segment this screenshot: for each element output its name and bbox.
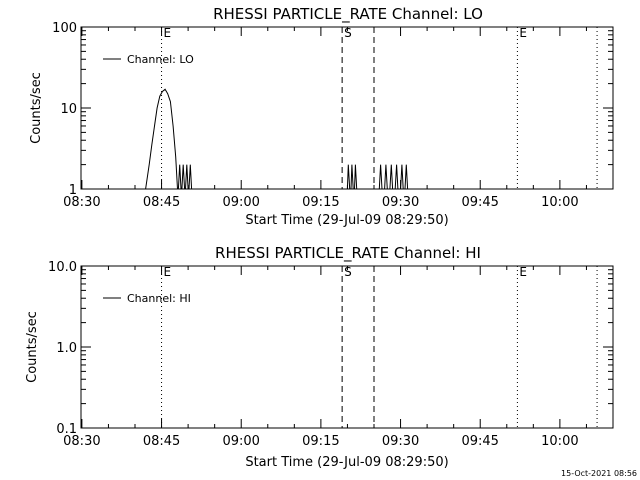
- x-tick-label: 08:30: [63, 195, 100, 210]
- x-tick-label: 09:00: [222, 195, 259, 210]
- x-tick-label: 09:15: [302, 195, 339, 210]
- x-tick-label: 09:30: [382, 434, 419, 449]
- footer-timestamp: 15-Oct-2021 08:56: [561, 469, 637, 478]
- legend-label-hi: Channel: HI: [127, 292, 191, 305]
- chart-panel-lo: RHESSI PARTICLE_RATE Channel: LO Counts/…: [29, 5, 614, 228]
- y-tick-label: 10.0: [48, 260, 77, 275]
- marker-label: E: [164, 26, 172, 40]
- x-tick-label: 08:30: [63, 434, 100, 449]
- x-tick-label: 09:00: [222, 434, 259, 449]
- marker-label: E: [519, 265, 527, 279]
- plot-frame-hi: [80, 265, 614, 429]
- marker-label: S: [344, 265, 352, 279]
- marker-label: S: [344, 26, 352, 40]
- x-ticks-lo: 08:30 08:45 09:00 09:15 09:30 09:45 10:00: [63, 27, 614, 210]
- x-tick-label: 09:45: [461, 195, 498, 210]
- x-tick-label: 09:45: [461, 434, 498, 449]
- x-tick-label: 10:00: [541, 195, 578, 210]
- x-tick-label: 08:45: [143, 195, 180, 210]
- y-tick-label: 10: [60, 102, 77, 117]
- x-tick-label: 10:00: [541, 434, 578, 449]
- y-tick-label: 0.1: [56, 422, 77, 437]
- y-ticks-hi: 0.1 1.0 10.0: [48, 260, 613, 437]
- x-tick-label: 08:45: [143, 434, 180, 449]
- marker-label: E: [164, 265, 172, 279]
- chart-title-hi: RHESSI PARTICLE_RATE Channel: HI: [215, 244, 481, 263]
- x-axis-label-lo: Start Time (29-Jul-09 08:29:50): [245, 213, 448, 228]
- y-tick-label: 100: [52, 21, 77, 36]
- y-axis-label-hi: Counts/sec: [25, 311, 40, 383]
- chart-title-lo: RHESSI PARTICLE_RATE Channel: LO: [213, 5, 483, 24]
- series-line-lo: [145, 88, 409, 190]
- chart-panel-hi: RHESSI PARTICLE_RATE Channel: HI Counts/…: [25, 244, 614, 470]
- legend-label-lo: Channel: LO: [127, 53, 194, 66]
- x-ticks-hi: 08:30 08:45 09:00 09:15 09:30 09:45 10:00: [63, 266, 614, 449]
- x-tick-label: 09:15: [302, 434, 339, 449]
- y-axis-label-lo: Counts/sec: [29, 72, 44, 144]
- x-axis-label-hi: Start Time (29-Jul-09 08:29:50): [245, 455, 448, 470]
- y-tick-label: 1.0: [56, 341, 77, 356]
- marker-label: E: [519, 26, 527, 40]
- y-ticks-lo: 1 10 100: [52, 21, 613, 198]
- plot-frame-lo: [80, 26, 614, 190]
- y-tick-label: 1: [69, 183, 77, 198]
- x-tick-label: 09:30: [382, 195, 419, 210]
